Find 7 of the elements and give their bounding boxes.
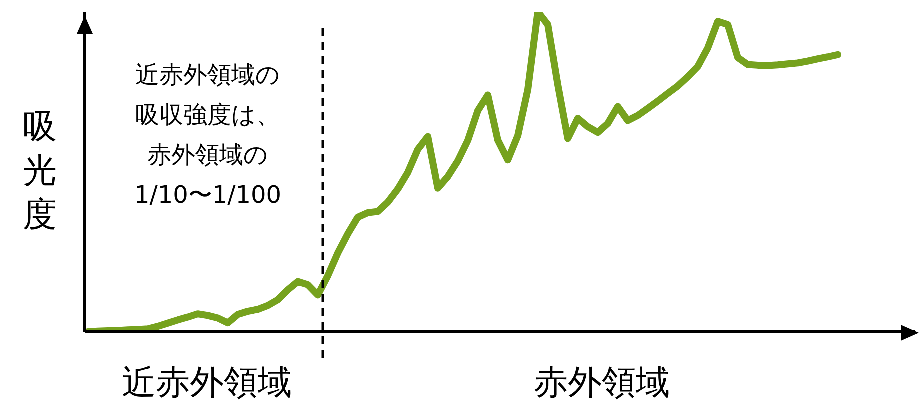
- y-axis-title: 吸光度: [22, 106, 58, 237]
- text: 近赤外領域: [121, 362, 293, 405]
- annotation: 近赤外領域の: [134, 60, 282, 92]
- annotation: 1/10〜1/100: [133, 180, 283, 212]
- annotation: 吸収強度は、: [134, 100, 282, 132]
- text: 赤外領域: [533, 362, 671, 405]
- annotation: 赤外領域の: [146, 140, 270, 172]
